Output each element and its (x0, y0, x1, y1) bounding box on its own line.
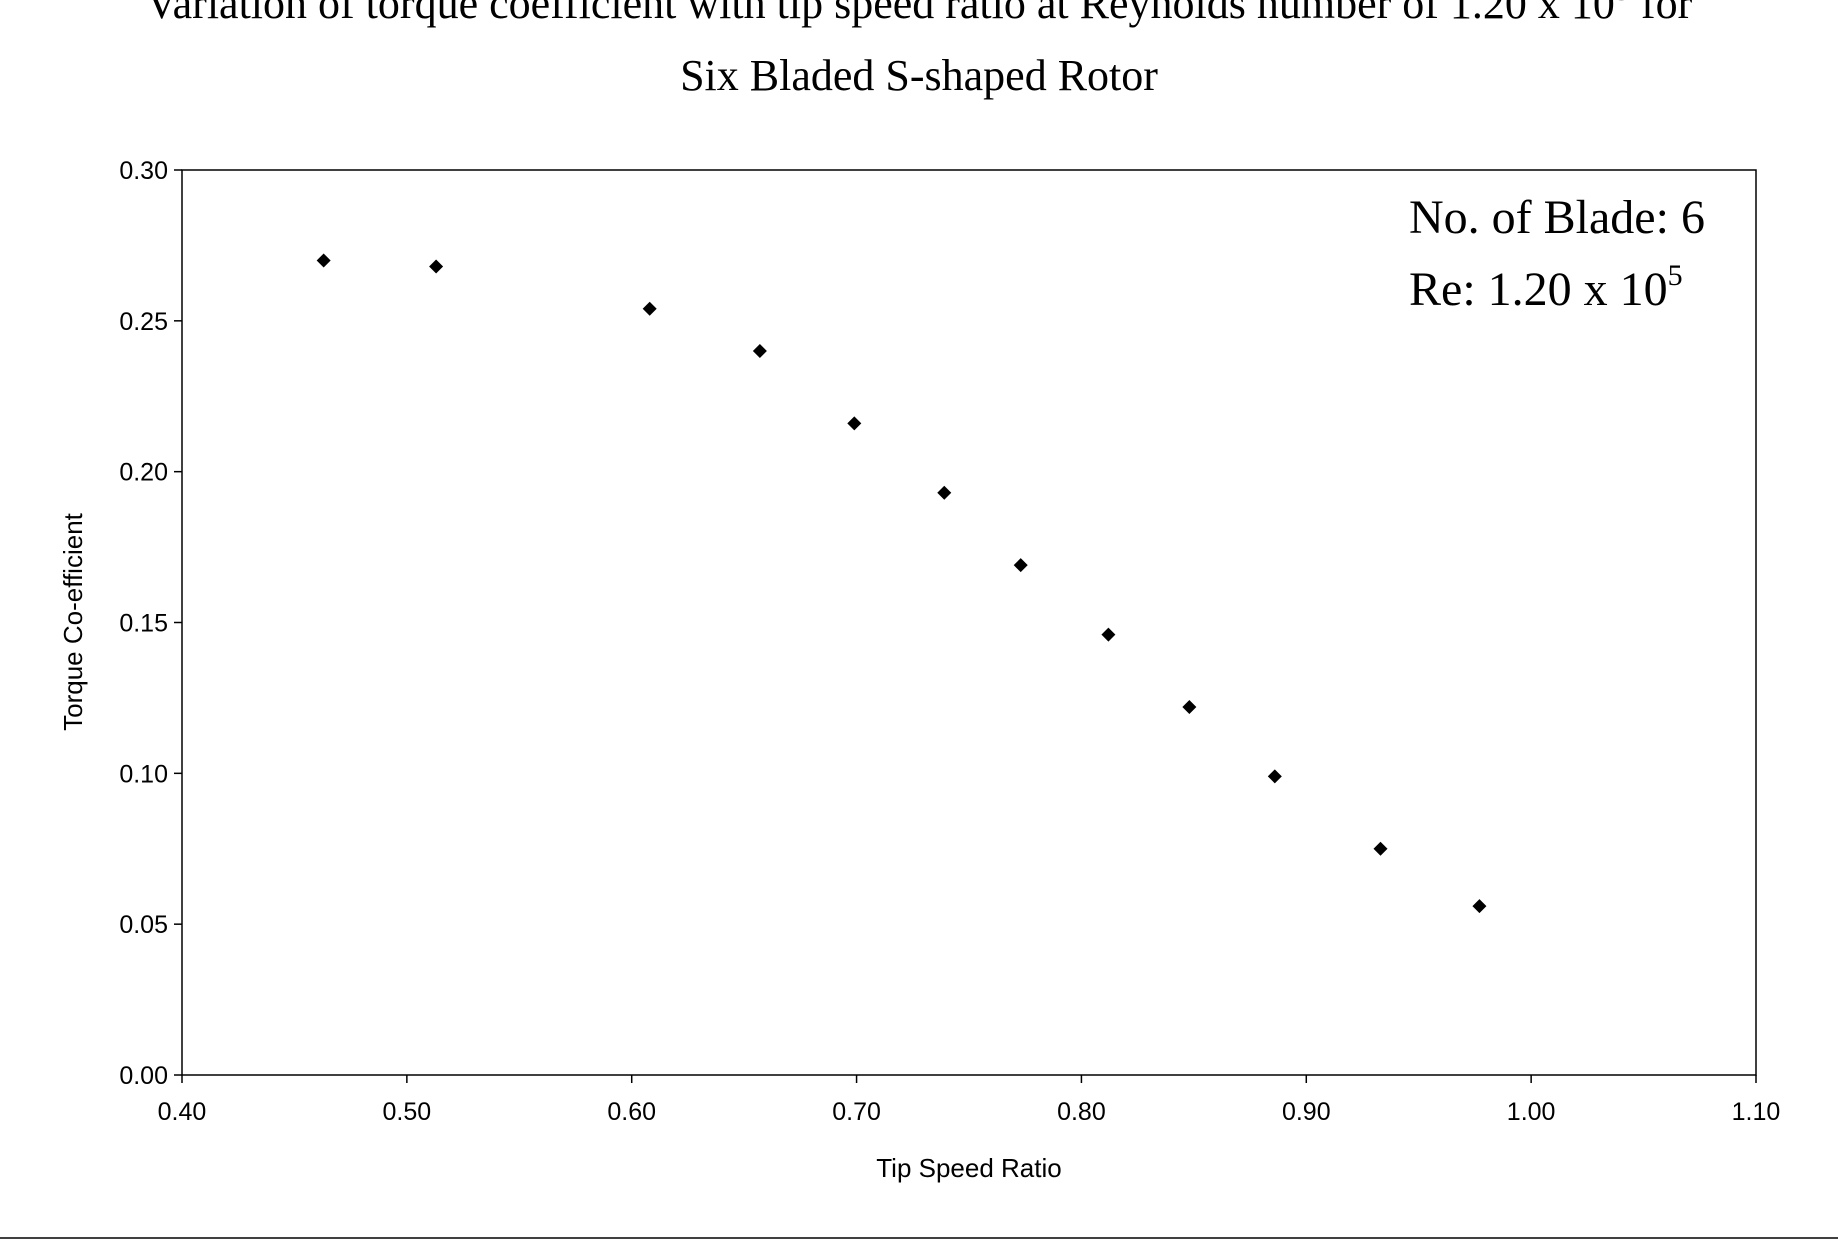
chart-title-line1: Variation of torque coefficient with tip… (146, 0, 1693, 28)
y-tick-label: 0.20 (119, 459, 168, 487)
annotation-blade-count: No. of Blade: 6 (1409, 191, 1705, 244)
chart-title-line1-tail: for (1630, 0, 1693, 28)
x-tick-label: 1.00 (1507, 1098, 1556, 1126)
data-point-9 (1182, 699, 1197, 714)
data-point-7 (1013, 558, 1028, 573)
x-tick-label: 0.70 (832, 1098, 881, 1126)
y-tick-label: 0.25 (119, 308, 168, 336)
data-point-6 (937, 485, 952, 500)
x-tick-label: 0.80 (1057, 1098, 1106, 1126)
annotation-reynolds-exponent: 5 (1668, 259, 1683, 292)
x-tick-label: 0.90 (1282, 1098, 1331, 1126)
data-points (316, 253, 1487, 914)
y-tick-label: 0.10 (119, 760, 168, 788)
data-point-10 (1267, 769, 1282, 784)
y-axis: 0.00 0.05 0.10 0.15 0.20 0.25 0.30 (119, 157, 182, 1090)
data-point-1 (316, 253, 331, 268)
y-tick-label: 0.05 (119, 911, 168, 939)
x-tick-label: 0.60 (607, 1098, 656, 1126)
x-axis: 0.40 0.50 0.60 0.70 0.80 0.90 1.00 1.10 (158, 1075, 1781, 1126)
data-point-2 (429, 259, 444, 274)
data-point-8 (1101, 627, 1116, 642)
y-tick-label: 0.00 (119, 1062, 168, 1090)
data-point-5 (847, 416, 862, 431)
x-tick-label: 1.10 (1732, 1098, 1781, 1126)
data-point-3 (642, 301, 657, 316)
data-point-4 (752, 344, 767, 358)
annotation-reynolds: Re: 1.20 x 105 (1409, 259, 1683, 316)
y-tick-label: 0.15 (119, 610, 168, 638)
data-point-11 (1373, 841, 1388, 856)
x-axis-label: Tip Speed Ratio (876, 1153, 1061, 1183)
y-axis-label: Torque Co-efficient (58, 512, 88, 731)
chart-title-line1-main: Variation of torque coefficient with tip… (146, 0, 1615, 28)
y-tick-label: 0.30 (119, 157, 168, 185)
chart-title-line2: Six Bladed S-shaped Rotor (680, 51, 1158, 100)
chart-title-line1-exponent: 5 (1615, 0, 1630, 7)
x-tick-label: 0.40 (158, 1098, 207, 1126)
annotation-reynolds-main: Re: 1.20 x 10 (1409, 263, 1668, 316)
data-point-12 (1472, 899, 1487, 914)
x-tick-label: 0.50 (383, 1098, 432, 1126)
